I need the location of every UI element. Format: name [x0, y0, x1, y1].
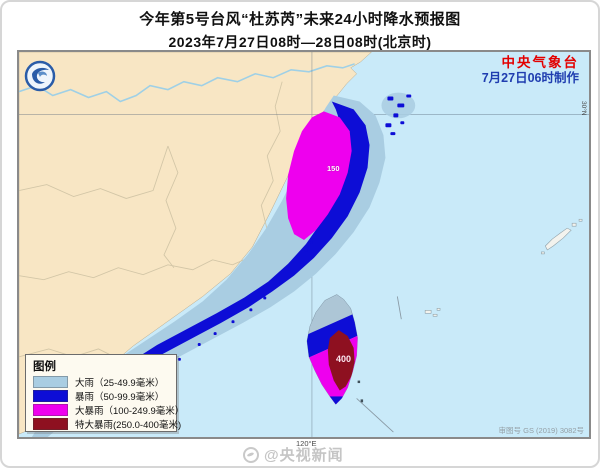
- legend-item: 特大暴雨(250.0-400毫米): [33, 417, 181, 431]
- legend-rows: 大雨（25-49.9毫米） 暴雨（50-99.9毫米） 大暴雨（100-249.9毫…: [33, 375, 184, 431]
- map-approval-number: 审图号 GS (2019) 3082号: [498, 426, 584, 435]
- latitude-label: 30°N: [580, 101, 587, 116]
- legend-label: 大暴雨（100-249.9毫米）: [75, 406, 185, 417]
- issue-time: 7月27日06时制作: [481, 70, 579, 85]
- cctv-logo-icon: [243, 446, 259, 463]
- outer-islands: [424, 218, 583, 317]
- legend-item: 暴雨（50-99.9毫米）: [33, 389, 170, 403]
- precip-max-label-taiwan: 400: [336, 354, 352, 364]
- legend-swatch: [33, 376, 68, 388]
- cma-logo-icon: [24, 60, 56, 92]
- legend-swatch: [33, 404, 68, 416]
- agency-name: 中央气象台: [501, 55, 579, 70]
- legend-swatch: [33, 418, 68, 430]
- legend-label: 特大暴雨(250.0-400毫米): [75, 420, 182, 431]
- map-area: 中央气象台 7月27日06时制作 150 400 图例 大雨（25-49.9毫米…: [17, 50, 591, 439]
- province-borders: [19, 81, 283, 360]
- page-title: 今年第5号台风“杜苏芮”未来24小时降水预报图: [139, 11, 461, 28]
- page-subtitle: 2023年7月27日08时—28日08时(北京时): [168, 34, 432, 50]
- legend-item: 大雨（25-49.9毫米）: [33, 375, 170, 389]
- legend-title: 图例: [33, 361, 56, 373]
- longitude-label: 120°E: [296, 439, 317, 448]
- watermark-text: @央视新闻: [264, 447, 344, 464]
- title-block: 今年第5号台风“杜苏芮”未来24小时降水预报图 2023年7月27日08时—28…: [2, 8, 598, 52]
- legend-label: 暴雨（50-99.9毫米）: [75, 392, 165, 403]
- legend-label: 大雨（25-49.9毫米）: [75, 378, 165, 389]
- legend-item: 大暴雨（100-249.9毫米）: [33, 403, 184, 417]
- legend-swatch: [33, 390, 68, 402]
- agency-block: 中央气象台 7月27日06时制作: [482, 55, 579, 85]
- watermark: @央视新闻: [243, 444, 344, 465]
- precip-max-label-mainland: 150: [327, 164, 340, 173]
- boundary-ticks: [356, 296, 402, 433]
- legend: 图例 大雨（25-49.9毫米） 暴雨（50-99.9毫米） 大暴雨（100-249…: [25, 354, 184, 432]
- river-line: [19, 63, 355, 103]
- east-taiwan-islets: [357, 380, 364, 403]
- heavy-rainstorm-core: [286, 111, 352, 241]
